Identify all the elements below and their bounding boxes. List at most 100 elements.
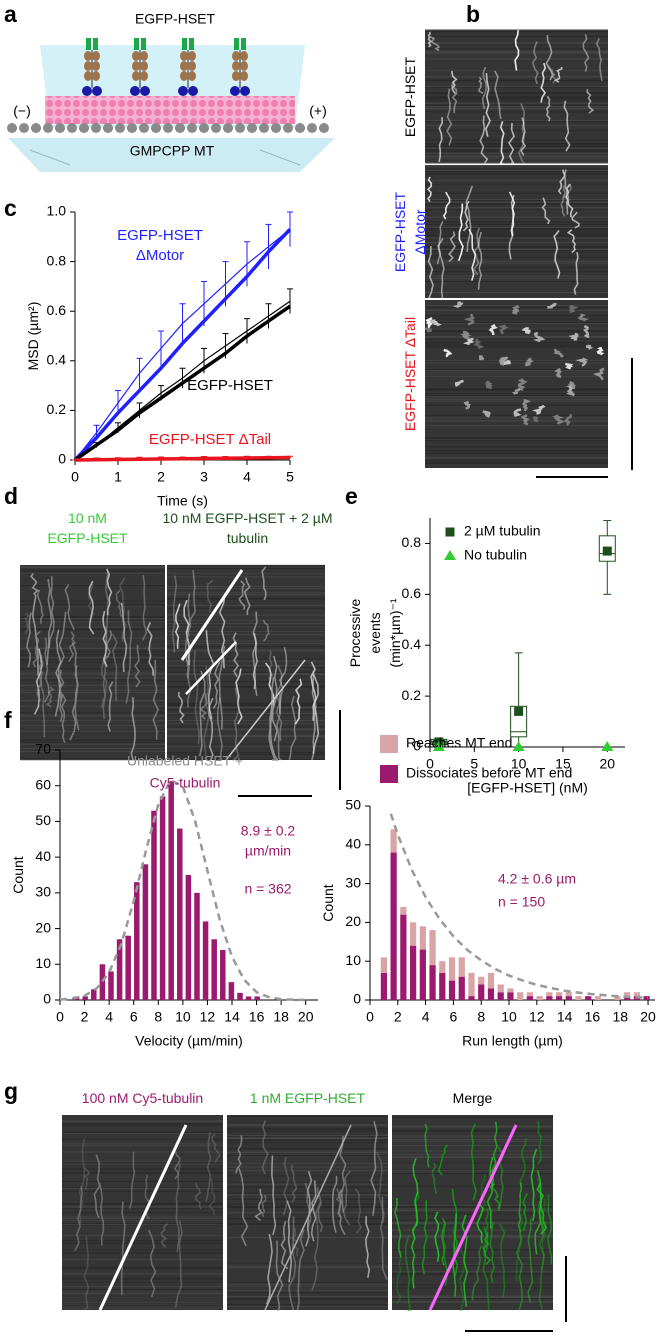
kymo-label: 100 nM Cy5-tubulin [81, 1090, 204, 1106]
streak [112, 633, 118, 702]
y-tick-label: 30 [35, 884, 51, 900]
streak [461, 1214, 468, 1307]
x-tick-label: 2 [394, 1009, 402, 1025]
streak [557, 169, 566, 195]
streak [431, 1162, 438, 1194]
streak [481, 66, 488, 110]
streak [261, 566, 267, 601]
streak [547, 302, 557, 309]
x-tick-label: 10 [511, 756, 527, 772]
streak [443, 348, 453, 358]
bar [99, 964, 106, 1000]
streak [134, 644, 141, 688]
streak [36, 661, 44, 706]
motor-tail [180, 51, 188, 61]
x-tick-label: 15 [555, 756, 571, 772]
point [602, 546, 612, 556]
motor-tail [92, 71, 100, 81]
streak [582, 34, 590, 72]
bar [380, 957, 388, 973]
streak [552, 414, 565, 425]
streak [427, 31, 432, 48]
streak [521, 326, 531, 335]
streak [87, 583, 95, 619]
x-axis-label: Velocity (µm/min) [135, 1033, 243, 1049]
streak [566, 385, 576, 397]
bar [585, 996, 592, 1000]
bar [458, 976, 465, 1000]
y-tick-label: 60 [35, 776, 51, 792]
fit-curve [59, 778, 306, 1002]
streak [596, 346, 605, 356]
streak [485, 72, 491, 137]
streak [497, 324, 509, 335]
streak [563, 169, 570, 215]
streak [46, 579, 53, 665]
y-tick-label: 40 [35, 848, 51, 864]
streak [235, 668, 243, 725]
streak [425, 317, 434, 329]
fit-line [74, 455, 291, 462]
panel-label: c [4, 195, 17, 221]
streak [499, 356, 509, 366]
point [514, 706, 524, 716]
panel-label: g [4, 1078, 18, 1104]
streak [376, 1152, 385, 1223]
point [512, 741, 525, 751]
streak [479, 115, 489, 164]
legend-marker [445, 527, 455, 537]
streak [83, 1167, 91, 1191]
streak [477, 231, 483, 290]
motor-tail [188, 61, 196, 71]
surface-line [29, 149, 71, 166]
bar [419, 949, 426, 1000]
streak [428, 1124, 518, 1311]
bar [575, 996, 582, 1000]
bar [507, 988, 514, 993]
row-label: EGFP-HSET ΔMotor [392, 191, 428, 273]
bar [468, 972, 475, 997]
streak [434, 1211, 440, 1262]
streak [553, 230, 561, 279]
streak [427, 319, 442, 327]
streak [125, 610, 133, 704]
bar [497, 984, 504, 993]
y-tick-label: 0.4 [402, 636, 422, 652]
streak [446, 88, 453, 146]
streak [148, 1229, 157, 1298]
streak [517, 1182, 523, 1233]
streak [531, 404, 546, 415]
streak [527, 1218, 534, 1303]
streak [175, 1163, 181, 1253]
streak [106, 568, 113, 616]
y-tick-label: 0.2 [402, 687, 422, 703]
x-tick-label: 1 [114, 469, 122, 485]
bar [380, 972, 388, 1000]
streak [429, 36, 440, 52]
streak [238, 580, 246, 610]
motor-tail [140, 71, 148, 81]
motor-tail [232, 51, 240, 61]
series-label: EGFP-HSET ΔTail [148, 431, 272, 448]
streak [427, 245, 434, 299]
streak [568, 332, 579, 341]
streak [577, 313, 590, 322]
streak [288, 1216, 297, 1311]
streak [537, 1120, 542, 1165]
streak [489, 1221, 495, 1283]
x-tick-label: 0 [56, 1009, 64, 1025]
streak [342, 1170, 351, 1226]
streak [288, 695, 297, 761]
bar [565, 996, 572, 1000]
streak [68, 631, 76, 663]
streak [216, 697, 223, 761]
streak [129, 1151, 136, 1209]
x-tick-label: 6 [130, 1009, 138, 1025]
streak [468, 228, 477, 281]
motor-tag [241, 38, 246, 50]
annotation: 4.2 ± 0.6 µm [498, 871, 576, 887]
streak [36, 589, 44, 624]
streak [370, 1121, 378, 1216]
y-tick-label: 10 [35, 955, 51, 971]
